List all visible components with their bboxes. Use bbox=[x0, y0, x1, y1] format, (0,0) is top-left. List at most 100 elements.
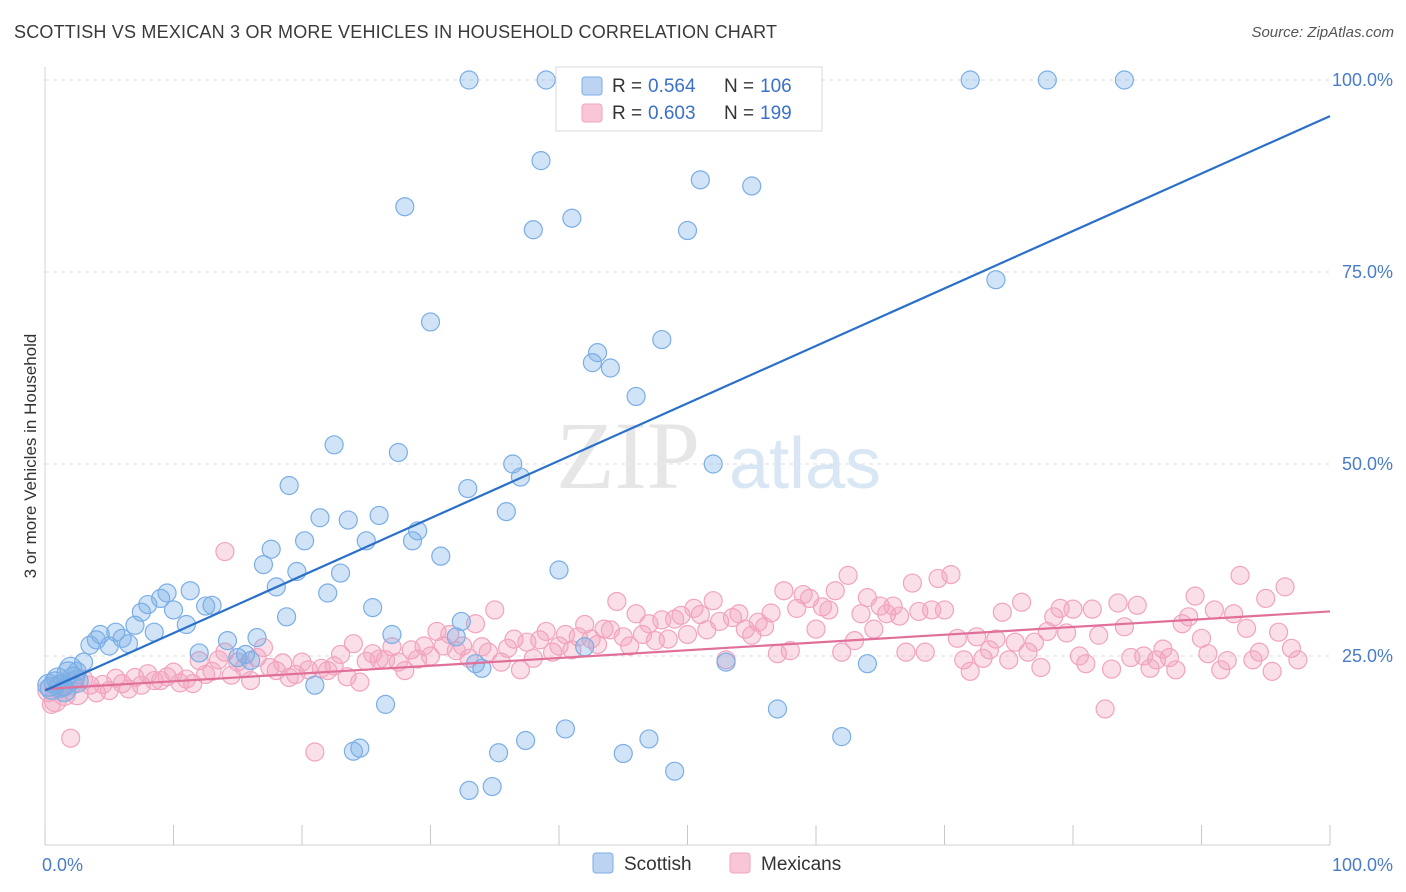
scottish-point bbox=[600, 358, 621, 378]
scottish-point bbox=[395, 197, 415, 217]
mexicans-point bbox=[131, 675, 151, 695]
x-tick-label-max: 100.0% bbox=[1332, 855, 1393, 875]
scottish-point bbox=[459, 780, 479, 801]
mexicans-point bbox=[806, 619, 826, 639]
mexicans-point bbox=[1262, 661, 1282, 681]
mexicans-point bbox=[215, 541, 235, 562]
mexicans-point bbox=[594, 619, 614, 639]
mexicans-r-label: R = bbox=[612, 103, 642, 124]
y-tick-label: 100.0% bbox=[1332, 70, 1393, 90]
mexicans-r-value: 0.603 bbox=[648, 103, 696, 124]
mexicans-point bbox=[292, 652, 312, 672]
scottish-point bbox=[189, 643, 209, 663]
scottish-point bbox=[626, 386, 646, 407]
y-axis-label: 3 or more Vehicles in Household bbox=[21, 334, 40, 579]
scottish-point bbox=[531, 151, 551, 171]
mexicans-point bbox=[1268, 622, 1289, 642]
mexicans-point bbox=[215, 642, 235, 662]
mexicans-point bbox=[992, 602, 1012, 622]
mexicans-point bbox=[1127, 595, 1147, 615]
scottish-point bbox=[703, 454, 723, 474]
mexicans-point bbox=[703, 591, 723, 611]
scottish-point bbox=[431, 546, 451, 566]
series-legend: Scottish Mexicans bbox=[592, 852, 841, 875]
scottish-n-label: N = bbox=[724, 76, 754, 97]
mexicans-point bbox=[883, 596, 903, 616]
scottish-points bbox=[37, 70, 1135, 801]
scottish-point bbox=[451, 611, 471, 632]
mexicans-point bbox=[485, 600, 505, 620]
scottish-point bbox=[523, 220, 543, 240]
mexicans-point bbox=[780, 641, 800, 661]
scottish-point bbox=[1037, 70, 1057, 90]
scottish-point bbox=[382, 624, 402, 645]
scottish-swatch bbox=[581, 76, 603, 96]
scottish-point bbox=[330, 563, 351, 583]
mexicans-point bbox=[941, 564, 961, 585]
watermark-atlas: atlas bbox=[729, 424, 881, 504]
scottish-trend-line bbox=[44, 115, 1331, 692]
mexicans-point bbox=[1159, 647, 1179, 668]
scottish-point bbox=[1114, 70, 1135, 90]
scottish-point bbox=[562, 208, 582, 228]
scottish-point bbox=[832, 727, 852, 747]
mexicans-point bbox=[658, 629, 678, 649]
mexicans-point bbox=[832, 642, 852, 662]
scottish-point bbox=[157, 583, 177, 603]
mexicans-point bbox=[350, 672, 370, 692]
scottish-point bbox=[253, 555, 274, 575]
stats-legend: R = 0.564 N = 106 R = 0.603 N = 199 bbox=[555, 66, 823, 132]
mexicans-point bbox=[61, 728, 81, 748]
mexicans-point bbox=[1031, 657, 1051, 678]
mexicans-point bbox=[889, 606, 910, 626]
scottish-point bbox=[324, 435, 344, 455]
mexicans-point bbox=[536, 621, 556, 642]
mexicans-point bbox=[1011, 592, 1032, 612]
scottish-point bbox=[665, 761, 685, 781]
scottish-point bbox=[151, 588, 171, 609]
scottish-point bbox=[496, 502, 516, 522]
mexicans-point bbox=[1082, 599, 1102, 619]
mexicans-point bbox=[864, 619, 884, 639]
trend-lines bbox=[44, 115, 1331, 692]
mexicans-point bbox=[851, 604, 871, 624]
scottish-point bbox=[549, 560, 569, 580]
mexicans-point bbox=[1166, 660, 1186, 680]
scottish-point bbox=[247, 627, 267, 648]
mexicans-point bbox=[1063, 599, 1083, 619]
legend-mexicans-label: Mexicans bbox=[761, 854, 841, 875]
mexicans-point bbox=[902, 573, 922, 593]
mexicans-point bbox=[1249, 642, 1269, 662]
scottish-point bbox=[515, 730, 536, 751]
scottish-point bbox=[163, 600, 184, 620]
mexicans-point bbox=[1095, 699, 1115, 719]
mexicans-point bbox=[1198, 644, 1218, 664]
mexicans-point bbox=[915, 642, 935, 662]
mexicans-point bbox=[1089, 625, 1109, 645]
y-tick-label: 25.0% bbox=[1342, 646, 1393, 666]
mexicans-point bbox=[581, 629, 601, 649]
grid-lines bbox=[45, 79, 1330, 657]
x-tick-label-min: 0.0% bbox=[42, 855, 83, 875]
scottish-point bbox=[587, 343, 608, 363]
scottish-point bbox=[652, 329, 672, 350]
mexicans-point bbox=[934, 600, 955, 620]
tick-labels: 25.0% 50.0% 75.0% 100.0% 0.0% 100.0% bbox=[42, 70, 1393, 875]
mexicans-point bbox=[999, 650, 1019, 670]
mexicans-point bbox=[1108, 593, 1128, 613]
mexicans-point bbox=[896, 642, 916, 662]
scottish-n-value: 106 bbox=[760, 76, 792, 97]
scottish-point bbox=[276, 607, 297, 627]
scottish-point bbox=[294, 531, 315, 551]
scottish-point bbox=[677, 220, 698, 241]
mexicans-trend-line bbox=[44, 610, 1331, 691]
y-tick-label: 75.0% bbox=[1342, 262, 1393, 282]
mexicans-point bbox=[710, 611, 730, 632]
mexicans-point bbox=[626, 604, 646, 624]
axes bbox=[44, 67, 1331, 846]
scottish-point bbox=[217, 631, 238, 651]
legend-scottish-label: Scottish bbox=[624, 854, 692, 875]
scottish-point bbox=[67, 661, 87, 681]
mexicans-point bbox=[1281, 638, 1302, 658]
scottish-point bbox=[241, 651, 261, 671]
